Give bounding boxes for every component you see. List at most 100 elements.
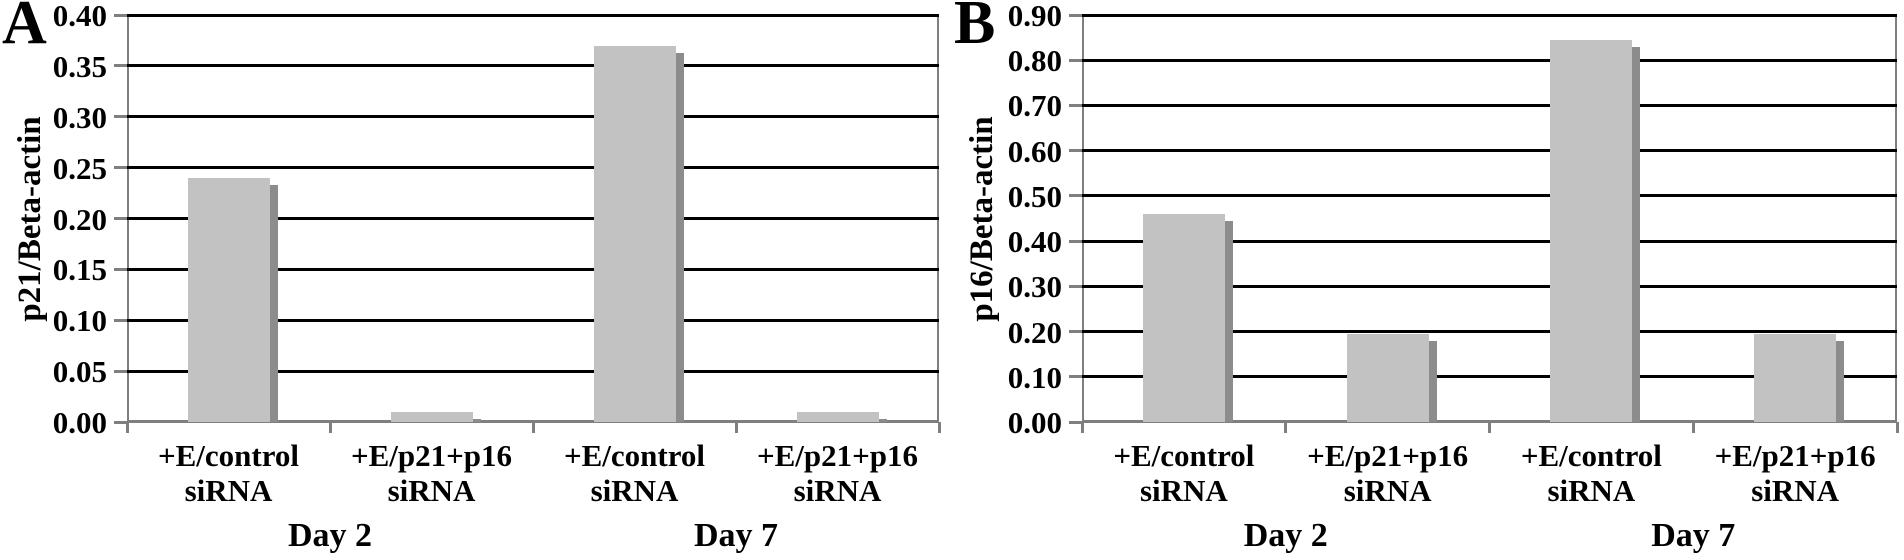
chart-panel-a: A p21/Beta-actin 0.40 0.35 0.30 0.25 0.20 0.1…: [2, 0, 941, 554]
panel-letter-b: B: [954, 0, 996, 57]
y-axis-tick: [1069, 284, 1082, 288]
y-tick-label: 0.00: [52, 405, 107, 440]
bar: [593, 45, 676, 422]
y-gridline: [127, 267, 939, 271]
x-axis-line: [127, 420, 939, 423]
category-label-line: +E/control: [563, 438, 706, 473]
y-tick-label: 0.30: [52, 99, 107, 135]
y-gridline: [1082, 375, 1897, 379]
y-tick-label: 0.40: [52, 0, 107, 33]
y-gridline: [127, 369, 939, 373]
y-axis-tick: [114, 13, 127, 17]
bar-shadow: [878, 418, 887, 422]
y-axis-tick: [114, 166, 127, 170]
panel-letter-a: A: [2, 0, 47, 57]
y-gridline: [1082, 194, 1897, 198]
category-label: +E/control siRNA: [533, 438, 736, 508]
bar-shadow: [1632, 46, 1641, 422]
category-label: +E/p21+p16 siRNA: [1693, 438, 1897, 508]
y-tick-label: 0.05: [52, 354, 107, 390]
y-gridline: [127, 318, 939, 322]
y-axis-tick: [1069, 375, 1082, 379]
bar-shadow: [1836, 340, 1845, 422]
chart-panel-b: B p16/Beta-actin 0.90 0.80 0.70 0.60 0.50 0.4…: [952, 0, 1904, 560]
y-gridline: [127, 115, 939, 119]
bar: [390, 411, 473, 422]
category-label-line: siRNA: [1547, 473, 1636, 508]
category-label-line: siRNA: [387, 473, 476, 508]
category-label-line: +E/p21+p16: [350, 438, 513, 473]
x-axis-tick: [531, 422, 535, 433]
y-gridline: [1082, 13, 1897, 17]
y-axis-tick: [114, 267, 127, 271]
group-label: Day 7: [693, 517, 779, 554]
bar: [187, 177, 270, 422]
y-axis-tick: [1069, 330, 1082, 334]
group-label: Day 2: [1243, 517, 1328, 554]
y-tick-label: 0.20: [1007, 314, 1062, 350]
y-axis-tick: [1069, 13, 1082, 17]
category-label-line: +E/p21+p16: [1714, 438, 1876, 473]
bar: [1550, 39, 1633, 422]
y-gridline: [1082, 239, 1897, 243]
bar-shadow: [1224, 220, 1233, 422]
x-axis-tick: [328, 422, 332, 433]
y-tick-label: 0.70: [1007, 88, 1062, 124]
y-gridline: [127, 166, 939, 170]
y-gridline: [1082, 58, 1897, 62]
bar-shadow: [1428, 340, 1437, 422]
x-axis-tick: [125, 422, 129, 433]
category-label-line: +E/p21+p16: [756, 438, 919, 473]
x-axis-line: [1082, 420, 1897, 423]
y-gridline: [127, 64, 939, 68]
category-label: +E/p21+p16 siRNA: [1286, 438, 1490, 508]
category-label: +E/p21+p16 siRNA: [736, 438, 939, 508]
y-tick-label: 0.80: [1007, 43, 1062, 79]
category-label-line: siRNA: [793, 473, 882, 508]
y-tick-label: 0.50: [1007, 178, 1062, 214]
y-tick-label: 0.30: [1007, 269, 1062, 305]
y-tick-label: 0.90: [1007, 0, 1062, 33]
y-tick-label: 0.25: [52, 150, 107, 186]
y-axis-tick: [1069, 194, 1082, 198]
bar-shadow: [472, 418, 481, 422]
y-tick-label: 0.35: [52, 48, 107, 84]
y-axis-tick: [1069, 239, 1082, 243]
group-label: Day 2: [287, 517, 373, 554]
category-label-line: siRNA: [590, 473, 679, 508]
y-tick-label: 0.15: [52, 252, 107, 288]
category-label: +E/p21+p16 siRNA: [330, 438, 533, 508]
y-tick-label: 0.10: [1007, 359, 1062, 395]
category-label-line: +E/control: [1520, 438, 1662, 473]
category-label-line: +E/p21+p16: [1307, 438, 1469, 473]
y-axis-tick: [114, 217, 127, 220]
category-label-line: siRNA: [1751, 473, 1840, 508]
y-axis-tick: [114, 420, 127, 424]
category-label-line: +E/control: [157, 438, 300, 473]
bar: [796, 411, 879, 422]
bar: [1142, 213, 1225, 422]
category-label-line: siRNA: [1139, 473, 1228, 508]
y-axis-tick: [1069, 149, 1082, 153]
x-axis-tick: [1895, 422, 1899, 433]
bar: [1754, 333, 1837, 422]
category-label-line: siRNA: [1343, 473, 1432, 508]
category-label-line: +E/control: [1113, 438, 1255, 473]
y-gridline: [1082, 103, 1897, 107]
x-axis-tick: [1488, 422, 1491, 433]
x-axis-tick: [1080, 422, 1084, 433]
y-tick-label: 0.00: [1007, 405, 1062, 440]
y-axis-tick: [1069, 103, 1082, 107]
y-axis-tick: [114, 318, 127, 322]
y-axis-tick: [1069, 420, 1082, 424]
category-label: +E/control siRNA: [127, 438, 330, 508]
x-axis-tick: [937, 422, 941, 433]
x-axis-tick: [1691, 422, 1695, 433]
category-label: +E/control siRNA: [1490, 438, 1694, 508]
y-gridline: [127, 13, 939, 17]
bar: [1346, 333, 1429, 422]
y-axis-tick: [114, 64, 127, 68]
y-axis-tick: [1069, 58, 1082, 62]
x-axis-tick: [734, 422, 738, 433]
